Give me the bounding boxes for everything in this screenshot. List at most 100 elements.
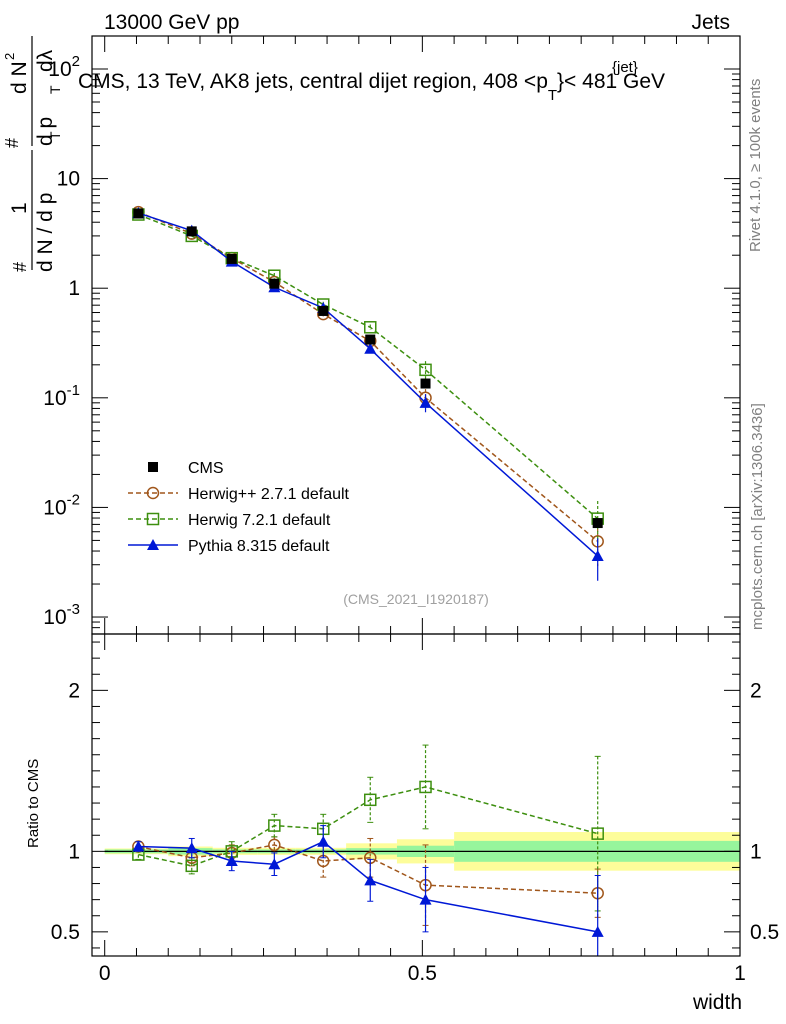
mcplots-text: mcplots.cern.ch [arXiv:1306.3436] (749, 403, 766, 630)
x-axis-label: width (692, 991, 742, 1014)
ratio-y-tick-labels: 0.5 0.5 1 1 2 2 (51, 679, 779, 944)
legend-marker (146, 486, 160, 500)
ratio-point (419, 893, 432, 905)
data-point (364, 321, 377, 334)
ratio-y-tick-label: 2 (68, 679, 80, 702)
tick-label-base: 10 (48, 58, 71, 81)
ratio-point (268, 819, 281, 832)
ratio-point (364, 793, 377, 807)
data-point (318, 305, 329, 316)
legend-marker (146, 512, 160, 526)
plot-title-sub: T (548, 87, 557, 104)
tick-label-base: 10 (43, 496, 66, 519)
ratio-x-tick-label: 1 (734, 962, 746, 985)
ratio-point (268, 838, 281, 852)
data-point (365, 334, 376, 345)
ratio-point (268, 858, 281, 870)
tick-label-base: 10 (57, 168, 80, 191)
series-line (138, 213, 599, 520)
data-point (419, 363, 432, 377)
tick-label-base: 10 (43, 387, 66, 410)
tick-label-exponent: -3 (67, 601, 80, 618)
main-x-ticks (104, 36, 741, 634)
legend-label: CMS (188, 460, 224, 477)
series-line (138, 212, 599, 557)
data-point (269, 278, 280, 289)
ratio-point (225, 855, 238, 867)
y-label-one: 1 (8, 202, 31, 214)
main-y-tick-label: 10-3 (43, 601, 80, 629)
energy-label: 13000 GeV pp (104, 11, 239, 34)
rivet-version-text: Rivet 4.1.0, ≥ 100k events (747, 79, 764, 252)
main-y-tick-label: 10-2 (43, 491, 80, 519)
ratio-y-tick-label-right: 1 (750, 840, 762, 863)
data-point (591, 550, 604, 562)
main-y-tick-label: 10-1 (43, 382, 80, 410)
ratio-point (591, 827, 604, 840)
ratio-y-tick-label-right: 0.5 (750, 921, 779, 944)
ratio-y-tick-label-right: 2 (750, 679, 762, 702)
ratio-y-ticks (92, 641, 740, 949)
tick-label-exponent: -1 (67, 382, 80, 399)
ratio-series-line (138, 840, 598, 933)
ratio-point (419, 780, 432, 794)
ratio-point (591, 925, 604, 937)
legend: CMS Herwig++ 2.7.1 default Herwig 7.2.1 de… (128, 460, 350, 555)
main-y-ticks (92, 35, 740, 635)
ratio-x-tick-labels: 0 0.5 1 (99, 962, 746, 985)
legend-label: Herwig 7.2.1 default (188, 512, 331, 529)
tick-label-base: 1 (68, 277, 80, 300)
ratio-y-tick-label: 1 (68, 840, 80, 863)
main-marks (132, 205, 604, 581)
main-y-tick-label: 1 (68, 277, 80, 300)
tick-label-exponent: -2 (67, 491, 80, 508)
data-point (420, 378, 431, 389)
analysis-tag: (CMS_2021_I1920187) (343, 591, 489, 607)
ratio-x-tick-label: 0 (99, 962, 111, 985)
plot-title: CMS, 13 TeV, AK8 jets, central dijet reg… (78, 70, 665, 104)
category-label: Jets (691, 11, 730, 34)
ratio-y-tick-label: 0.5 (51, 921, 80, 944)
y-label-den2: d p (34, 117, 57, 146)
plot-title-sup: {jet} (612, 59, 638, 76)
ratio-series-line (138, 786, 598, 867)
plot-title-end: }< 481 GeV (557, 70, 665, 93)
y-label-num2: d N (8, 61, 31, 94)
y-label-den2-sub: T (47, 85, 63, 94)
series-line (138, 211, 599, 542)
data-point (364, 342, 377, 354)
ratio-point (185, 859, 198, 873)
ratio-point (185, 842, 198, 854)
main-y-label: # 1 d N / d p T # 2 d N d p T dλ (2, 36, 63, 272)
legend-marker (147, 539, 159, 550)
tick-label-exponent: 2 (72, 53, 80, 70)
tick-label-base: 10 (43, 606, 66, 629)
y-label-den2-end: dλ (34, 49, 57, 72)
y-label-num2-sup: 2 (2, 53, 17, 60)
y-label-denominator: d N / d p (34, 193, 57, 272)
ratio-point (364, 874, 377, 886)
ratio-y-label: Ratio to CMS (25, 759, 42, 848)
ratio-panel: 0.5 0.51 12 2 0 0.5 1 Ratio to CMS width (25, 633, 779, 1014)
ratio-frame (91, 633, 741, 957)
legend-label: Pythia 8.315 default (188, 538, 330, 555)
data-point (133, 208, 144, 219)
legend-label: Herwig++ 2.7.1 default (188, 486, 350, 503)
data-point (226, 253, 237, 264)
y-label-hash-1: # (10, 262, 30, 272)
data-point (419, 396, 432, 408)
y-label-denominator-sub: T (47, 131, 63, 140)
main-y-tick-label: 10 (57, 168, 80, 191)
plot-title-main: CMS, 13 TeV, AK8 jets, central dijet reg… (78, 70, 548, 93)
ratio-point (132, 840, 145, 852)
y-label-hash-2: # (2, 138, 22, 148)
data-point (186, 226, 197, 237)
legend-marker (148, 462, 158, 472)
ratio-marks (132, 744, 604, 957)
data-point (592, 518, 603, 529)
ratio-point (317, 835, 330, 847)
main-y-tick-label: 102 (48, 53, 80, 81)
